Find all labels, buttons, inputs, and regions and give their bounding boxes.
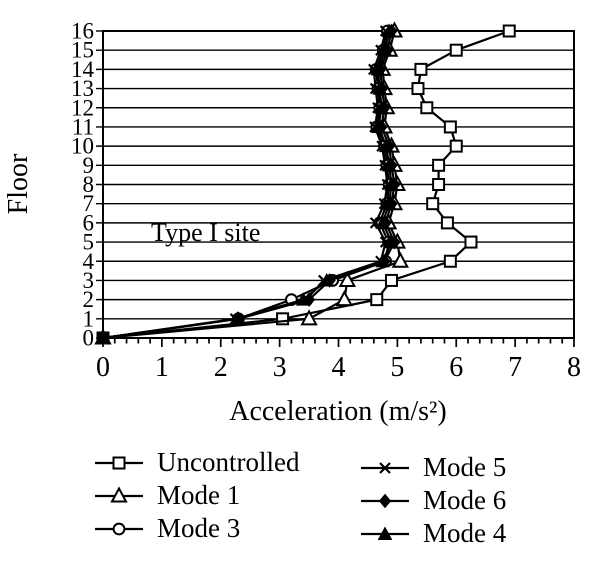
x-tick-label: 6 xyxy=(449,352,463,383)
filled-triangle-marker xyxy=(377,42,393,57)
filled-triangle-marker xyxy=(381,23,397,37)
filled-triangle-marker xyxy=(370,61,386,76)
x-axis-title: Acceleration (m/s²) xyxy=(229,396,447,427)
filled-triangle-marker xyxy=(378,138,394,153)
x-tick-label: 0 xyxy=(96,352,110,383)
filled-triangle-marker xyxy=(375,215,390,229)
y-tick-label: 15 xyxy=(71,38,94,63)
open-square-marker xyxy=(440,216,454,230)
filled-triangle-marker xyxy=(384,176,399,191)
x-tick-label: 2 xyxy=(214,352,228,383)
y-tick-label: 6 xyxy=(83,210,95,235)
y-axis-title: Floor xyxy=(3,153,34,214)
open-square-marker xyxy=(449,43,463,57)
y-tick-label: 4 xyxy=(83,249,95,274)
filled-triangle-marker xyxy=(319,272,335,287)
open-square-marker xyxy=(370,293,384,307)
open-square-marker xyxy=(384,273,398,287)
y-tick-label: 2 xyxy=(83,287,95,312)
open-square-marker xyxy=(414,62,428,76)
y-tick-label: 7 xyxy=(83,191,95,216)
open-triangle-marker xyxy=(391,251,409,268)
open-square-marker xyxy=(464,235,478,249)
open-triangle-marker xyxy=(300,309,318,326)
open-square-marker xyxy=(502,24,516,38)
y-tick-label: 12 xyxy=(71,95,94,120)
x-tick-label: 4 xyxy=(332,352,346,383)
filled-triangle-marker xyxy=(374,100,389,114)
open-square-marker xyxy=(443,120,457,134)
y-tick-label: 3 xyxy=(83,268,95,293)
y-tick-label: 8 xyxy=(83,172,95,197)
filled-triangle-marker xyxy=(295,292,311,306)
x-tick-label: 8 xyxy=(567,352,581,383)
series-mode-4 xyxy=(95,23,399,344)
open-triangle-marker xyxy=(335,290,354,307)
y-tick-label: 9 xyxy=(83,153,95,178)
open-square-marker xyxy=(411,82,425,96)
open-square-marker xyxy=(449,139,463,153)
filled-triangle-marker xyxy=(95,330,111,344)
open-square-marker xyxy=(426,197,440,211)
filled-triangle-marker xyxy=(375,253,390,268)
x-tick-label: 7 xyxy=(508,352,522,383)
y-tick-label: 1 xyxy=(83,306,95,331)
annotation-type-i-site: Type I site xyxy=(151,218,260,247)
series-uncontrolled xyxy=(96,24,516,345)
y-tick-label: 16 xyxy=(71,19,94,44)
x-tick-label: 3 xyxy=(273,352,287,383)
x-tick-label: 5 xyxy=(390,352,404,383)
y-tick-label: 13 xyxy=(71,76,94,101)
open-triangle-marker xyxy=(338,270,357,287)
x-tick-label: 1 xyxy=(155,352,169,383)
filled-triangle-marker xyxy=(371,119,386,133)
y-tick-label: 14 xyxy=(71,57,95,82)
series-mode-1 xyxy=(94,21,409,345)
filled-triangle-marker xyxy=(384,234,399,249)
open-square-marker xyxy=(443,254,457,268)
y-tick-label: 11 xyxy=(72,114,94,139)
open-square-marker xyxy=(432,178,446,191)
open-square-marker xyxy=(432,158,446,172)
y-tick-label: 5 xyxy=(83,230,95,255)
y-tick-label: 0 xyxy=(83,326,95,351)
y-tick-label: 10 xyxy=(71,134,94,159)
filled-triangle-marker xyxy=(381,157,397,172)
filled-triangle-marker xyxy=(229,311,245,325)
open-square-marker xyxy=(276,312,290,326)
filled-triangle-marker xyxy=(381,196,397,210)
open-square-marker xyxy=(420,101,434,115)
filled-triangle-marker xyxy=(372,81,388,95)
